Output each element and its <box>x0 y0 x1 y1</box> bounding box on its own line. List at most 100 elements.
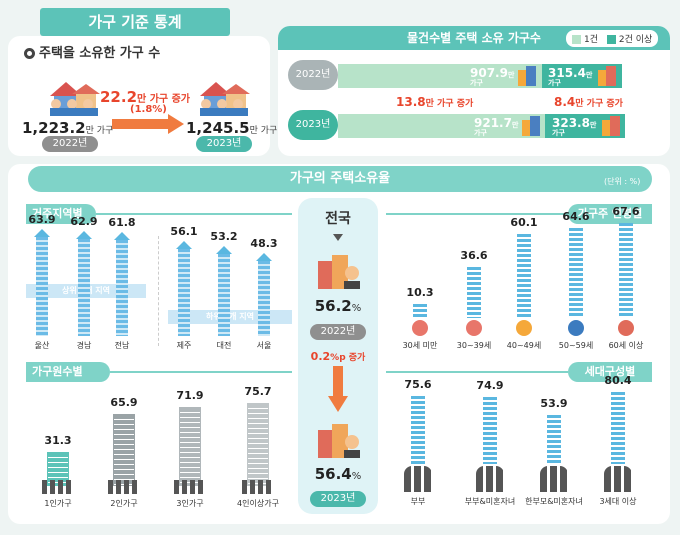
unit-note: (단위 : %) <box>604 177 641 186</box>
age-category: 60세 이상 <box>608 341 644 350</box>
person-icon <box>568 320 584 336</box>
composition-heading: 세대구성별 <box>568 362 652 382</box>
composition-category: 부부 <box>410 497 426 506</box>
composition-value: 53.9 <box>540 397 568 411</box>
members-category: 4인이상가구 <box>237 499 279 508</box>
composition-value: 75.6 <box>404 377 432 391</box>
households-2023-value: 1,245.5만 가구 <box>186 119 278 137</box>
family-house-icon <box>50 82 100 116</box>
rate-2023-value: 56.4% <box>314 465 362 483</box>
bottom3-label: 하위 3개 지역 <box>206 312 254 321</box>
age-bar <box>569 227 583 318</box>
age-value: 36.6 <box>460 248 488 262</box>
region-bar <box>178 249 190 336</box>
building-bar <box>247 402 269 486</box>
age-category: 50~59세 <box>558 341 594 350</box>
composition-category: 한부모&미혼자녀 <box>525 497 583 506</box>
bar-2022-one <box>338 64 542 88</box>
person-icon <box>618 320 634 336</box>
building-icon <box>602 116 620 136</box>
members-category: 3인가구 <box>176 499 204 508</box>
nation-label: 전국 <box>325 211 351 227</box>
legend-swatch <box>606 35 616 44</box>
family-icon <box>540 466 568 492</box>
members-heading: 가구원수별 <box>26 362 110 382</box>
composition-bar <box>611 391 625 464</box>
building-icon <box>522 116 540 136</box>
rate-year-2022-badge: 2022년 <box>310 324 366 340</box>
region-value: 61.8 <box>108 216 136 230</box>
page-title: 가구 기준 통계 <box>40 8 230 36</box>
house-roof-icon <box>216 245 232 254</box>
inc2-label: 8.4만 가구 증가 <box>554 95 623 109</box>
person-icon <box>412 320 428 336</box>
bar-2023-one <box>338 114 545 138</box>
multi-2023-value: 323.8만 가구 <box>552 116 597 137</box>
households-increase: 22.2만 가구 증가 <box>100 88 190 106</box>
members-value: 71.9 <box>176 388 204 402</box>
age-value: 10.3 <box>406 285 434 299</box>
region-category: 대전 <box>216 341 232 350</box>
composition-value: 80.4 <box>604 373 632 387</box>
region-bar <box>116 240 128 336</box>
year-2022-circle: 2022년 <box>288 60 338 90</box>
nation-column <box>298 198 378 514</box>
members-value: 31.3 <box>44 433 72 447</box>
age-category: 30~39세 <box>456 341 492 350</box>
house-roof-icon <box>114 232 130 241</box>
multi-2022-value: 315.4만 가구 <box>548 66 593 87</box>
members-category: 2인가구 <box>110 499 138 508</box>
households-2022-value: 1,223.2만 가구 <box>22 119 114 137</box>
age-value: 64.6 <box>562 209 590 223</box>
person-icon <box>466 320 482 336</box>
one-2023-value: 921.7만 가구 <box>474 116 519 137</box>
family-house-icon <box>200 82 250 116</box>
region-bar <box>78 238 90 336</box>
composition-value: 74.9 <box>476 378 504 392</box>
house-roof-icon <box>34 228 50 237</box>
composition-bar <box>483 396 497 464</box>
rate-year-2023-badge: 2023년 <box>310 491 366 507</box>
city-person-icon <box>318 424 360 458</box>
building-icon <box>598 66 616 86</box>
arrow-down-icon <box>328 366 348 412</box>
building-icon <box>518 66 536 86</box>
rate-2022-value: 56.2% <box>314 297 362 315</box>
composition-category: 3세대 이상 <box>599 497 637 506</box>
region-category: 제주 <box>176 341 192 350</box>
region-value: 56.1 <box>170 225 198 239</box>
house-roof-icon <box>256 253 272 262</box>
age-value: 60.1 <box>510 215 538 229</box>
composition-bar <box>547 415 561 464</box>
region-value: 62.9 <box>70 214 98 228</box>
people-icon <box>174 480 206 494</box>
region-bar <box>258 261 270 336</box>
year-2023-badge: 2023년 <box>196 136 252 152</box>
rate-heading: 가구의 주택소유율 <box>28 166 652 192</box>
region-category: 경남 <box>76 341 92 350</box>
one-2022-value: 907.9만 가구 <box>470 66 515 87</box>
region-heading: 거주지역별 <box>26 204 96 224</box>
age-bar <box>517 233 531 318</box>
region-bar <box>36 236 48 336</box>
bullet-icon <box>24 48 35 59</box>
members-value: 75.7 <box>244 384 272 398</box>
age-value: 67.6 <box>612 205 640 219</box>
region-bar <box>218 253 230 336</box>
region-value: 63.9 <box>28 212 56 226</box>
year-2023-circle: 2023년 <box>288 110 338 140</box>
region-category: 서울 <box>256 341 272 350</box>
family-icon <box>476 466 504 492</box>
family-icon <box>604 466 632 492</box>
city-person-icon <box>318 255 360 289</box>
households-increase-pct: (1.8%) <box>130 104 167 115</box>
person-icon <box>516 320 532 336</box>
people-icon <box>108 480 140 494</box>
building-bar <box>113 413 135 486</box>
age-bar <box>619 223 633 318</box>
year-2022-badge: 2022년 <box>42 136 98 152</box>
region-value: 48.3 <box>250 237 278 251</box>
region-category: 전남 <box>114 341 130 350</box>
age-bar <box>413 303 427 318</box>
by-count-legend: 1건 2건 이상 <box>566 30 659 47</box>
